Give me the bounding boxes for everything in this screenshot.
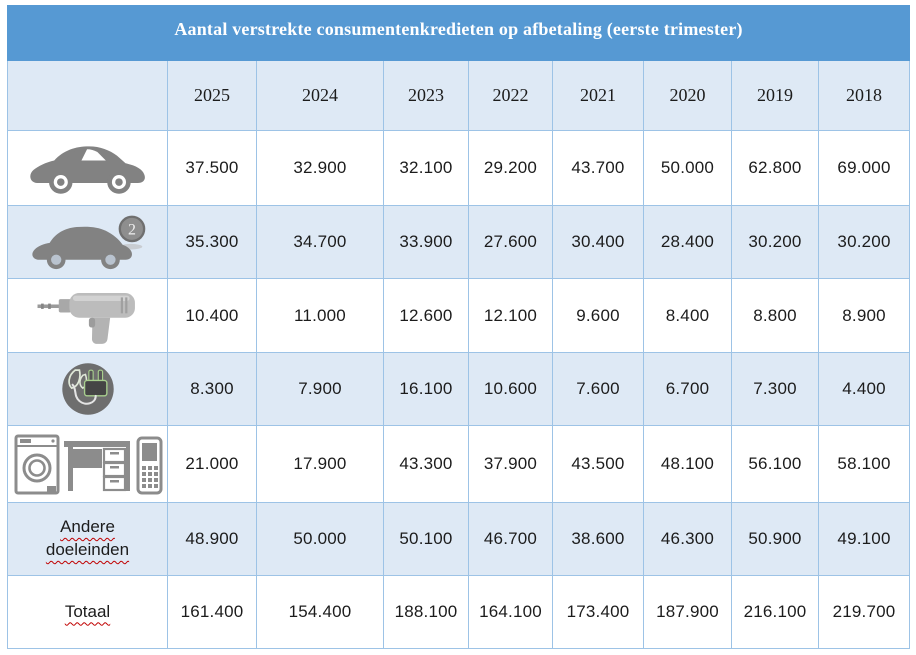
- washing-machine-desk-phone-icon: [14, 434, 162, 495]
- value-cell: 11.000: [256, 278, 384, 353]
- year-header-2018: 2018: [817, 60, 911, 131]
- value-cell: 10.400: [167, 278, 257, 353]
- value-cell: 10.600: [468, 352, 553, 426]
- value-cell: 12.100: [468, 278, 553, 353]
- value-cell: 43.300: [383, 425, 469, 503]
- value-cell: 34.700: [256, 205, 384, 279]
- value-cell: 8.800: [731, 278, 819, 353]
- value-cell: 154.400: [256, 575, 384, 649]
- value-cell: 8.300: [167, 352, 257, 426]
- row-used-cars: 2 35.300 34.700 33.900 27.600 30.400 28.…: [7, 205, 911, 279]
- year-header-2024: 2024: [256, 60, 384, 131]
- value-cell: 8.900: [817, 278, 911, 353]
- value-cell: 30.200: [817, 205, 911, 279]
- year-header-2025: 2025: [167, 60, 257, 131]
- drill-icon: [7, 278, 168, 353]
- year-header-2019: 2019: [731, 60, 819, 131]
- used-car-icon: 2: [31, 215, 145, 270]
- year-header-2020: 2020: [643, 60, 732, 131]
- value-cell: 49.100: [817, 502, 911, 576]
- used-car-icon: 2: [7, 205, 168, 279]
- green-energy-plug-icon: [61, 363, 114, 415]
- drill-icon: [37, 292, 135, 344]
- value-cell: 4.400: [817, 352, 911, 426]
- row-label-totaal: Totaal: [7, 575, 168, 649]
- credit-table: Aantal verstrekte consumentenkredieten o…: [6, 5, 911, 649]
- value-cell: 69.000: [817, 130, 911, 206]
- value-cell: 46.300: [643, 502, 732, 576]
- value-cell: 21.000: [167, 425, 257, 503]
- new-car-icon: [29, 146, 145, 194]
- year-header-2022: 2022: [468, 60, 553, 131]
- value-cell: 161.400: [167, 575, 257, 649]
- year-header-2021: 2021: [552, 60, 644, 131]
- new-car-icon: [7, 130, 168, 206]
- value-cell: 30.400: [552, 205, 644, 279]
- value-cell: 58.100: [817, 425, 911, 503]
- value-cell: 17.900: [256, 425, 384, 503]
- value-cell: 43.700: [552, 130, 644, 206]
- value-cell: 50.000: [643, 130, 732, 206]
- value-cell: 35.300: [167, 205, 257, 279]
- value-cell: 219.700: [817, 575, 911, 649]
- value-cell: 7.900: [256, 352, 384, 426]
- value-cell: 28.400: [643, 205, 732, 279]
- value-cell: 38.600: [552, 502, 644, 576]
- value-cell: 56.100: [731, 425, 819, 503]
- row-totaal: Totaal 161.400 154.400 188.100 164.100 1…: [7, 575, 911, 649]
- value-cell: 7.300: [731, 352, 819, 426]
- value-cell: 46.700: [468, 502, 553, 576]
- value-cell: 164.100: [468, 575, 553, 649]
- row-label-text: Totaal: [64, 601, 111, 621]
- value-cell: 9.600: [552, 278, 644, 353]
- value-cell: 37.500: [167, 130, 257, 206]
- value-cell: 43.500: [552, 425, 644, 503]
- value-cell: 187.900: [643, 575, 732, 649]
- value-cell: 50.100: [383, 502, 469, 576]
- credit-table-container: Aantal verstrekte consumentenkredieten o…: [6, 5, 911, 649]
- value-cell: 32.900: [256, 130, 384, 206]
- value-cell: 7.600: [552, 352, 644, 426]
- table-title: Aantal verstrekte consumentenkredieten o…: [6, 5, 911, 61]
- value-cell: 48.900: [167, 502, 257, 576]
- year-header-2023: 2023: [383, 60, 469, 131]
- value-cell: 29.200: [468, 130, 553, 206]
- row-household-appliances: 21.000 17.900 43.300 37.900 43.500 48.10…: [7, 425, 911, 503]
- value-cell: 30.200: [731, 205, 819, 279]
- row-label-andere-doeleinden: Andere doeleinden: [7, 502, 168, 576]
- corner-empty-cell: [7, 60, 168, 131]
- value-cell: 216.100: [731, 575, 819, 649]
- green-energy-plug-icon: [7, 352, 168, 426]
- value-cell: 8.400: [643, 278, 732, 353]
- washing-machine-desk-phone-icon: [7, 425, 168, 503]
- value-cell: 37.900: [468, 425, 553, 503]
- value-cell: 12.600: [383, 278, 469, 353]
- used-car-badge: 2: [127, 222, 135, 239]
- value-cell: 173.400: [552, 575, 644, 649]
- value-cell: 48.100: [643, 425, 732, 503]
- value-cell: 62.800: [731, 130, 819, 206]
- value-cell: 50.000: [256, 502, 384, 576]
- value-cell: 50.900: [731, 502, 819, 576]
- row-green-energy: 8.300 7.900 16.100 10.600 7.600 6.700 7.…: [7, 352, 911, 426]
- row-label-text: Andere doeleinden: [45, 517, 130, 559]
- value-cell: 188.100: [383, 575, 469, 649]
- value-cell: 16.100: [383, 352, 469, 426]
- row-andere-doeleinden: Andere doeleinden 48.900 50.000 50.100 4…: [7, 502, 911, 576]
- value-cell: 32.100: [383, 130, 469, 206]
- value-cell: 6.700: [643, 352, 732, 426]
- row-new-cars: 37.500 32.900 32.100 29.200 43.700 50.00…: [7, 130, 911, 206]
- value-cell: 33.900: [383, 205, 469, 279]
- value-cell: 27.600: [468, 205, 553, 279]
- row-renovation-tools: 10.400 11.000 12.600 12.100 9.600 8.400 …: [7, 278, 911, 353]
- year-header-row: 2025 2024 2023 2022 2021 2020 2019 2018: [7, 60, 911, 131]
